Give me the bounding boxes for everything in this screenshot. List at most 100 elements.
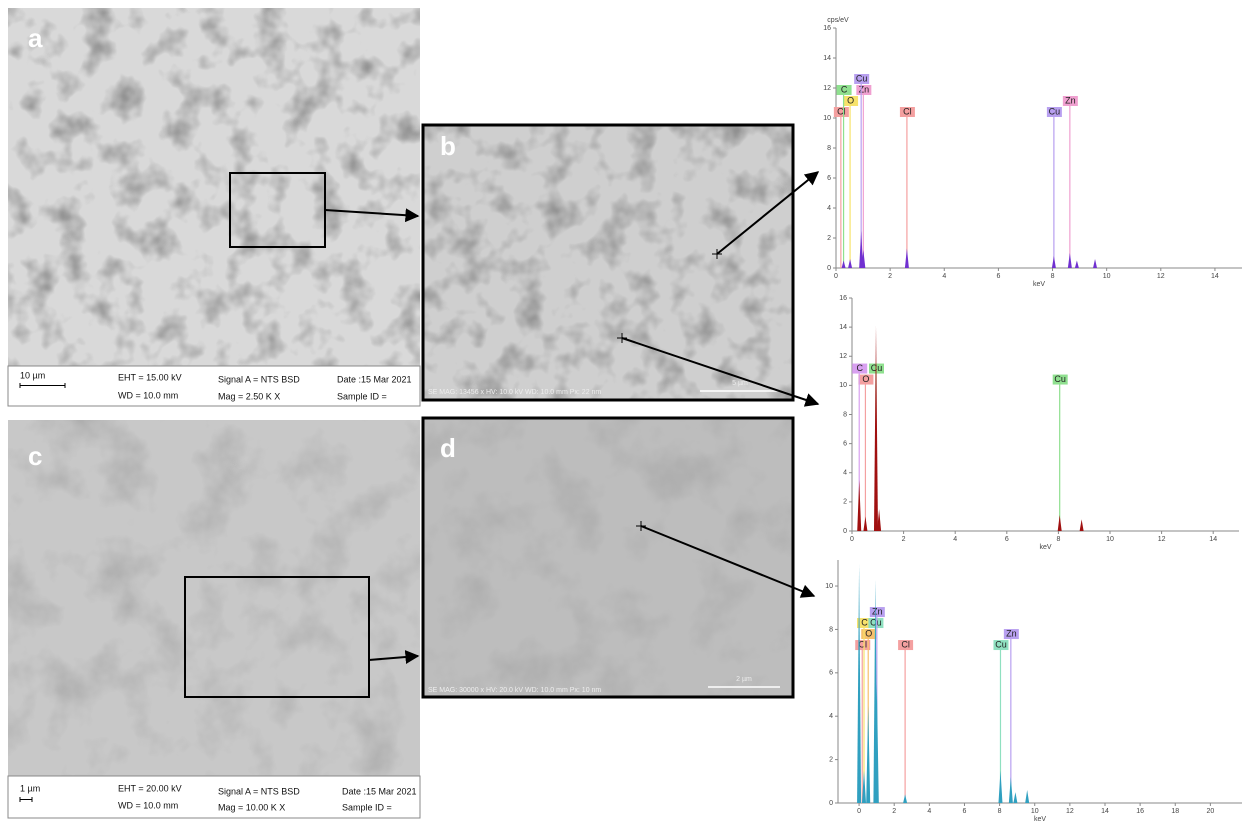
peak	[857, 480, 861, 531]
peak	[848, 259, 852, 268]
element-label: Cu	[1054, 374, 1066, 384]
x-tick-label: 8	[1051, 273, 1055, 280]
info-text: Signal A = NTS BSD	[218, 374, 300, 384]
peak	[1075, 261, 1079, 269]
peak	[857, 564, 861, 803]
element-label: Cu	[856, 73, 868, 83]
panel-c: c 1 µm EHT = 20.00 kV WD = 10.0 mm Signa…	[8, 420, 420, 818]
y-tick-label: 16	[823, 25, 831, 32]
y-tick-label: 4	[827, 205, 831, 212]
element-label: Cl	[903, 106, 912, 116]
element-label: C	[841, 84, 848, 94]
peak	[998, 770, 1002, 803]
y-tick-label: 8	[829, 626, 833, 633]
y-tick-label: 16	[839, 295, 847, 302]
info-text: Date :15 Mar 2021	[342, 786, 417, 796]
figure: a 10 µm EHT = 15.00 kV WD = 10.0 mm Sign…	[0, 0, 1247, 823]
x-tick-label: 2	[888, 273, 892, 280]
x-tick-label: 14	[1211, 273, 1219, 280]
y-tick-label: 6	[829, 670, 833, 677]
x-tick-label: 0	[850, 536, 854, 543]
y-tick-label: 6	[843, 440, 847, 447]
info-text: WD = 10.0 mm	[118, 390, 178, 400]
x-tick-label: 4	[927, 808, 931, 815]
peak	[905, 249, 909, 269]
x-tick-label: 20	[1206, 808, 1214, 815]
y-tick-label: 10	[839, 382, 847, 389]
info-text: Mag = 2.50 K X	[218, 391, 280, 401]
element-label: Zn	[1065, 95, 1076, 105]
x-tick-label: 2	[892, 808, 896, 815]
element-label: C	[856, 363, 863, 373]
peak	[1068, 253, 1072, 268]
panel-label: b	[440, 131, 456, 161]
x-tick-label: 10	[1103, 273, 1111, 280]
info-text: Sample ID =	[342, 802, 392, 812]
x-tick-label: 14	[1101, 808, 1109, 815]
y-tick-label: 4	[843, 470, 847, 477]
x-tick-label: 0	[857, 808, 861, 815]
scale-text: 10 µm	[20, 370, 45, 380]
footer-text: SE MAG: 13456 x HV: 10.0 kV WD: 10.0 mm …	[428, 389, 601, 396]
x-tick-label: 0	[834, 273, 838, 280]
x-tick-label: 4	[942, 273, 946, 280]
element-label: Zn	[859, 84, 870, 94]
info-text: EHT = 15.00 kV	[118, 372, 182, 382]
panel-b: b SE MAG: 13456 x HV: 10.0 kV WD: 10.0 m…	[423, 125, 793, 400]
element-label: Zn	[872, 606, 883, 616]
element-label: Cu	[995, 639, 1007, 649]
panel-label: a	[28, 23, 43, 53]
x-tick-label: 10	[1031, 808, 1039, 815]
info-text: Signal A = NTS BSD	[218, 786, 300, 796]
peak	[1052, 256, 1056, 268]
peak	[866, 705, 870, 803]
panel-label: d	[440, 433, 456, 463]
y-tick-label: 10	[823, 115, 831, 122]
info-text: WD = 10.0 mm	[118, 800, 178, 810]
element-label: Cu	[870, 617, 882, 627]
peak	[1093, 259, 1097, 268]
info-text: Mag = 10.00 K X	[218, 802, 285, 812]
x-tick-label: 8	[1056, 536, 1060, 543]
panel-label: c	[28, 441, 42, 471]
y-tick-label: 2	[827, 235, 831, 242]
peak	[863, 516, 867, 531]
peak	[1058, 515, 1062, 531]
y-tick-label: 2	[843, 499, 847, 506]
element-label: O	[847, 95, 854, 105]
element-label: Cu	[1049, 106, 1061, 116]
x-tick-label: 6	[963, 808, 967, 815]
peak	[842, 261, 846, 269]
y-tick-label: 14	[839, 324, 847, 331]
x-axis-label: keV	[1039, 544, 1051, 551]
y-tick-label: 6	[827, 175, 831, 182]
x-tick-label: 12	[1157, 273, 1165, 280]
x-tick-label: 12	[1158, 536, 1166, 543]
panel-a: a 10 µm EHT = 15.00 kV WD = 10.0 mm Sign…	[8, 8, 420, 406]
x-tick-label: 6	[996, 273, 1000, 280]
peak	[903, 794, 907, 803]
x-tick-label: 4	[953, 536, 957, 543]
y-tick-label: 2	[829, 756, 833, 763]
peak	[874, 326, 878, 531]
sem-texture	[423, 125, 793, 400]
info-text: Sample ID =	[337, 391, 387, 401]
y-tick-label: 10	[825, 583, 833, 590]
scale-text: 2 µm	[736, 676, 752, 683]
y-tick-label: 0	[829, 800, 833, 807]
y-tick-label: 4	[829, 713, 833, 720]
panel-d: d SE MAG: 30000 x HV: 20.0 kV WD: 10.0 m…	[423, 418, 793, 697]
info-text: EHT = 20.00 kV	[118, 783, 182, 793]
x-axis-label: keV	[1033, 281, 1045, 288]
y-tick-label: 0	[843, 528, 847, 535]
info-text: Date :15 Mar 2021	[337, 374, 412, 384]
scale-text: 5 µm	[732, 380, 748, 387]
y-tick-label: 14	[823, 55, 831, 62]
x-tick-label: 2	[902, 536, 906, 543]
y-tick-label: 8	[843, 411, 847, 418]
y-tick-label: 12	[823, 85, 831, 92]
element-label: Cl	[837, 106, 846, 116]
y-tick-label: 12	[839, 353, 847, 360]
sem-texture	[423, 418, 793, 697]
